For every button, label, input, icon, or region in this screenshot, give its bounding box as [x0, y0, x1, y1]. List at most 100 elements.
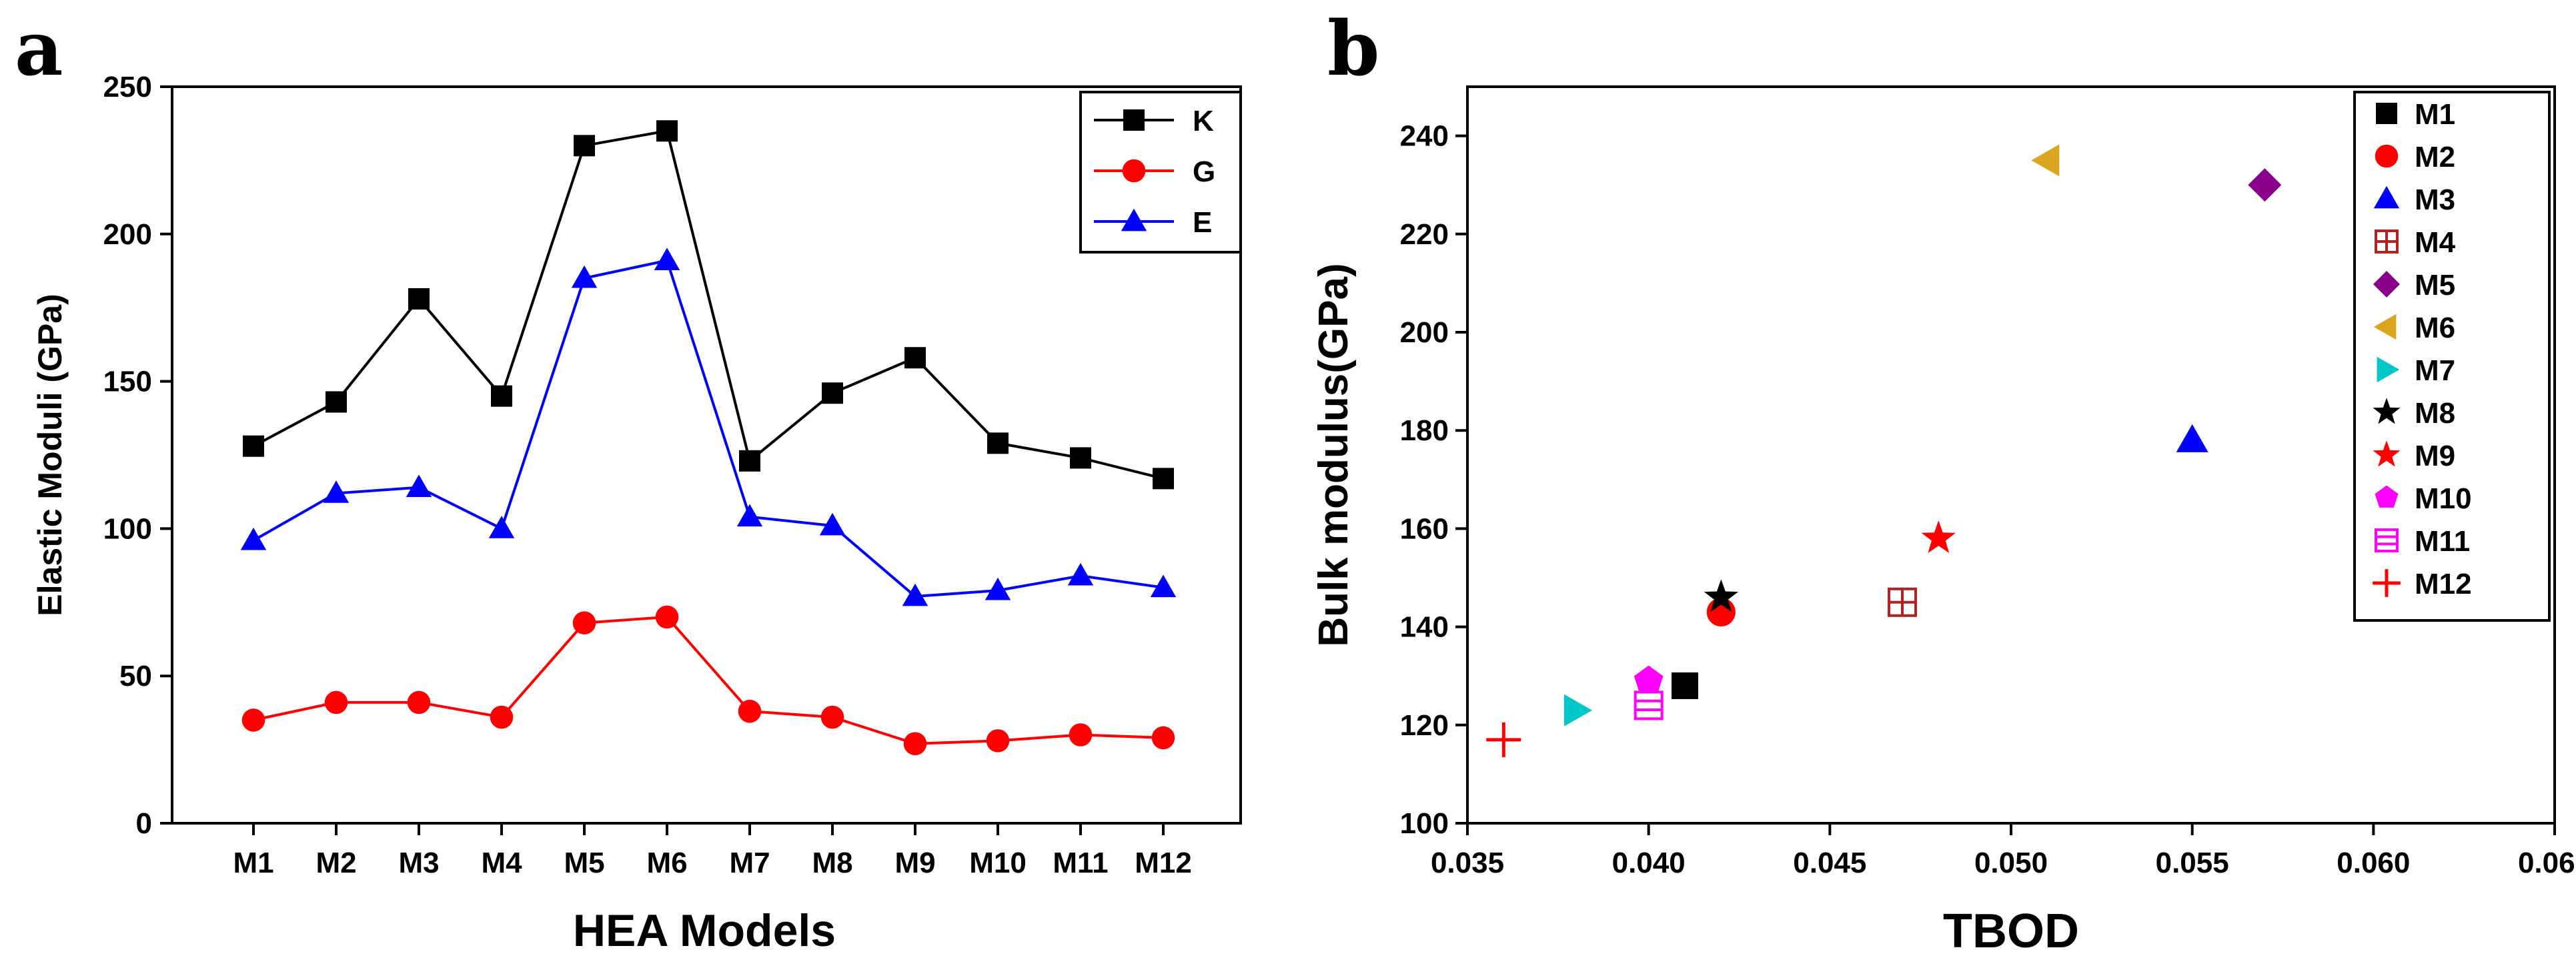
series-K-point: [243, 435, 264, 457]
series-E-point: [488, 516, 515, 538]
panel-a-x-tick-label: M12: [1135, 847, 1192, 879]
panel-b-x-tick-label: 0.065: [2518, 847, 2576, 879]
panel-a-y-axis-title: Elastic Moduli (GPa): [31, 294, 69, 616]
panel-a-x-tick-label: M5: [564, 847, 604, 879]
panel-b-y-tick-label: 240: [1400, 120, 1449, 153]
series-K-point: [739, 450, 760, 472]
panel-a-series: [240, 120, 1177, 756]
series-E-point: [819, 512, 846, 536]
panel-a-x-tick-label: M2: [315, 847, 356, 879]
series-G-point: [1069, 723, 1093, 747]
panel-a-y-tick-label: 0: [136, 807, 152, 840]
series-E-point: [240, 527, 267, 550]
panel-b-y-tick-label: 100: [1400, 807, 1449, 840]
panel-a-y-ticks: 0 50 100 150 200 250: [103, 71, 172, 840]
legend-entry-K: K: [1094, 105, 1214, 137]
legend-label-M4: M4: [2415, 226, 2456, 259]
legend-marker-M1: [2376, 103, 2397, 124]
panel-a-x-tick-label: M11: [1053, 847, 1108, 879]
series-G-point: [407, 690, 431, 714]
series-K-point: [904, 347, 926, 369]
legend-entry-M1: M1: [2376, 98, 2455, 131]
series-G-point: [1151, 726, 1175, 750]
series-K-point: [408, 288, 430, 310]
legend-label-M3: M3: [2415, 183, 2455, 216]
series-E-point: [1150, 574, 1177, 598]
panel-b-x-tick-label: 0.035: [1431, 847, 1504, 879]
legend-label-M7: M7: [2415, 354, 2455, 387]
panel-a-y-tick-label: 200: [103, 218, 152, 251]
panel-b-y-axis-title: Bulk modulus(GPa): [1311, 263, 1357, 646]
legend-marker-E: [1121, 208, 1147, 231]
panel-a-y-tick-label: 150: [103, 366, 152, 398]
panel-a-legend: KGE: [1079, 91, 1242, 254]
panel-b-y-ticks: 100 120 140 160 180 200 220 240: [1400, 120, 1467, 840]
legend-entry-M7: M7: [2377, 354, 2455, 387]
panel-a-x-tick-label: M6: [646, 847, 687, 879]
series-G: [241, 605, 1175, 756]
panel-b-y-tick-label: 140: [1400, 611, 1449, 644]
series-G-point: [820, 705, 844, 729]
point-M1: [1672, 672, 1698, 699]
legend-label-M8: M8: [2415, 397, 2455, 430]
point-M8: [1704, 579, 1738, 612]
legend-label-M1: M1: [2415, 98, 2455, 131]
legend-entry-M5: M5: [2373, 269, 2455, 302]
panel-a-x-tick-label: M4: [481, 847, 522, 879]
series-G-point: [986, 729, 1010, 753]
panel-a-y-tick-label: 250: [103, 71, 152, 103]
legend-marker-M11: [2375, 528, 2399, 552]
series-K-point: [987, 432, 1009, 454]
series-E-point: [902, 583, 928, 606]
legend-entry-E: E: [1094, 206, 1212, 239]
series-E-point: [985, 577, 1011, 600]
legend-label-M11: M11: [2415, 525, 2470, 558]
series-E-point: [406, 474, 432, 497]
panel-a-x-tick-label: M7: [729, 847, 770, 879]
panel-b-x-ticks: 0.035 0.040 0.045 0.050 0.055 0.060 0.065: [1431, 823, 2576, 879]
panel-b-legend-box: [2353, 91, 2551, 622]
legend-label-M12: M12: [2415, 568, 2472, 600]
point-M3: [2176, 424, 2208, 452]
legend-entry-M8: M8: [2373, 397, 2455, 430]
series-K-point: [1070, 447, 1091, 469]
legend-label-K: K: [1193, 105, 1214, 137]
legend-label-M9: M9: [2415, 440, 2455, 472]
panel-a-letter: a: [15, 5, 63, 93]
series-K-point: [656, 120, 678, 142]
point-M5: [2248, 168, 2282, 202]
point-M12: [1486, 722, 1521, 757]
legend-marker-M12: [2373, 569, 2401, 597]
legend-entry-M6: M6: [2373, 312, 2455, 344]
series-E-point: [736, 504, 763, 527]
panel-a-y-tick-label: 100: [103, 512, 152, 545]
panel-a-y-tick-label: 50: [119, 660, 152, 692]
legend-entry-M11: M11: [2375, 525, 2470, 558]
panel-b-letter: b: [1327, 5, 1379, 93]
legend-marker-M4: [2375, 229, 2399, 254]
point-M9: [1921, 520, 1956, 553]
legend-label-E: E: [1193, 206, 1212, 239]
legend-marker-M5: [2373, 271, 2400, 298]
legend-marker-M6: [2373, 314, 2397, 340]
panel-b-x-tick-label: 0.045: [1793, 847, 1866, 879]
panel-b-y-tick-label: 160: [1400, 512, 1449, 545]
panel-a-x-tick-label: M8: [812, 847, 852, 879]
point-M6: [2031, 144, 2060, 177]
legend-label-M5: M5: [2415, 269, 2455, 302]
legend-marker-K: [1123, 109, 1145, 131]
legend-entry-M9: M9: [2373, 440, 2455, 472]
series-G-point: [738, 699, 762, 723]
panel-a-x-tick-label: M1: [233, 847, 273, 879]
series-G-point: [572, 611, 596, 634]
legend-entry-M12: M12: [2373, 568, 2472, 600]
panel-b-y-tick-label: 180: [1400, 414, 1449, 447]
panel-a-plot-frame: [171, 85, 1242, 825]
legend-entry-M4: M4: [2375, 226, 2456, 259]
point-M10: [1634, 665, 1664, 694]
series-line-K: [253, 129, 1164, 480]
point-M7: [1564, 694, 1592, 726]
panel-a-x-axis-title: HEA Models: [573, 905, 836, 956]
